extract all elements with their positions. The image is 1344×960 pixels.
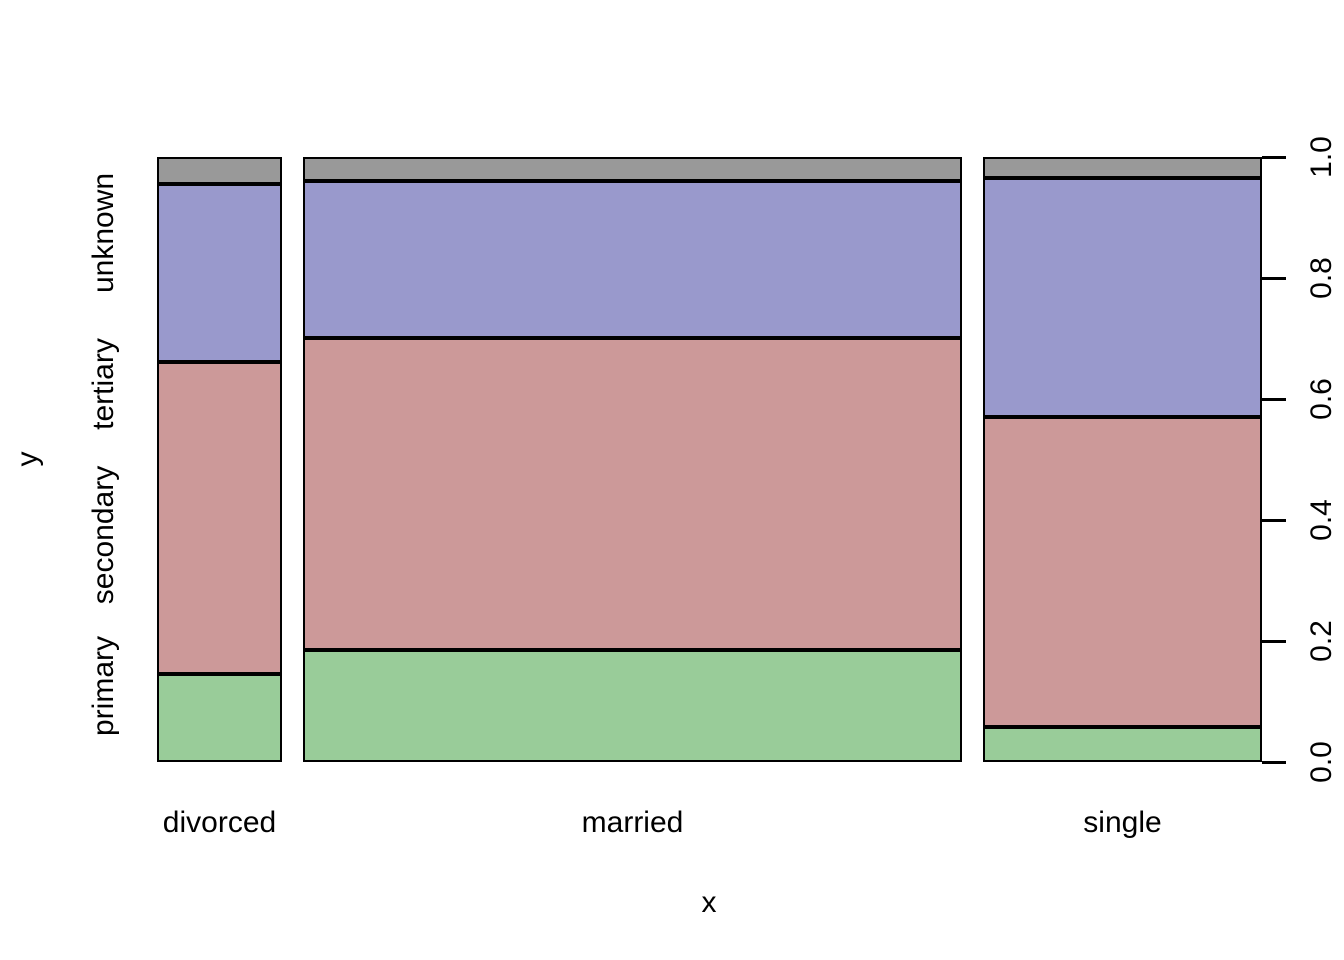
y-axis-tick	[1262, 760, 1286, 764]
segment-married-tertiary	[303, 181, 962, 338]
segment-single-primary	[983, 727, 1262, 762]
y-axis-tick-label: 0.4	[1305, 499, 1338, 541]
y-axis-tick-label: 0.2	[1305, 620, 1338, 662]
x-category-label-divorced: divorced	[162, 806, 277, 839]
y-axis-tick	[1262, 276, 1286, 280]
x-axis-title: x	[701, 886, 717, 919]
segment-divorced-unknown	[157, 157, 282, 184]
segment-divorced-primary	[157, 674, 282, 762]
y-axis-title: y	[11, 451, 44, 467]
segment-married-unknown	[303, 157, 962, 181]
y-category-label-secondary: secondary	[87, 465, 120, 605]
x-category-label-single: single	[1083, 806, 1162, 839]
y-axis-tick-label: 0.0	[1305, 741, 1338, 783]
segment-single-secondary	[983, 417, 1262, 727]
y-axis-tick	[1262, 639, 1286, 643]
y-axis-tick	[1262, 518, 1286, 522]
y-axis-tick	[1262, 155, 1286, 159]
y-category-label-unknown: unknown	[87, 172, 120, 293]
mosaic-bar-divorced	[157, 157, 282, 762]
x-category-label-married: married	[581, 806, 684, 839]
y-axis-tick-label: 0.8	[1305, 257, 1338, 299]
segment-divorced-secondary	[157, 362, 282, 674]
plot-area	[157, 157, 1262, 762]
y-category-label-primary: primary	[87, 636, 120, 737]
y-category-label-tertiary: tertiary	[87, 338, 120, 430]
segment-single-tertiary	[983, 178, 1262, 417]
segment-married-secondary	[303, 338, 962, 650]
mosaic-bar-married	[303, 157, 962, 762]
segment-single-unknown	[983, 157, 1262, 178]
segment-divorced-tertiary	[157, 184, 282, 362]
y-axis-tick-label: 1.0	[1305, 136, 1338, 178]
y-axis-tick	[1262, 397, 1286, 401]
mosaic-bar-single	[983, 157, 1262, 762]
segment-married-primary	[303, 650, 962, 762]
y-axis-tick-label: 0.6	[1305, 378, 1338, 420]
